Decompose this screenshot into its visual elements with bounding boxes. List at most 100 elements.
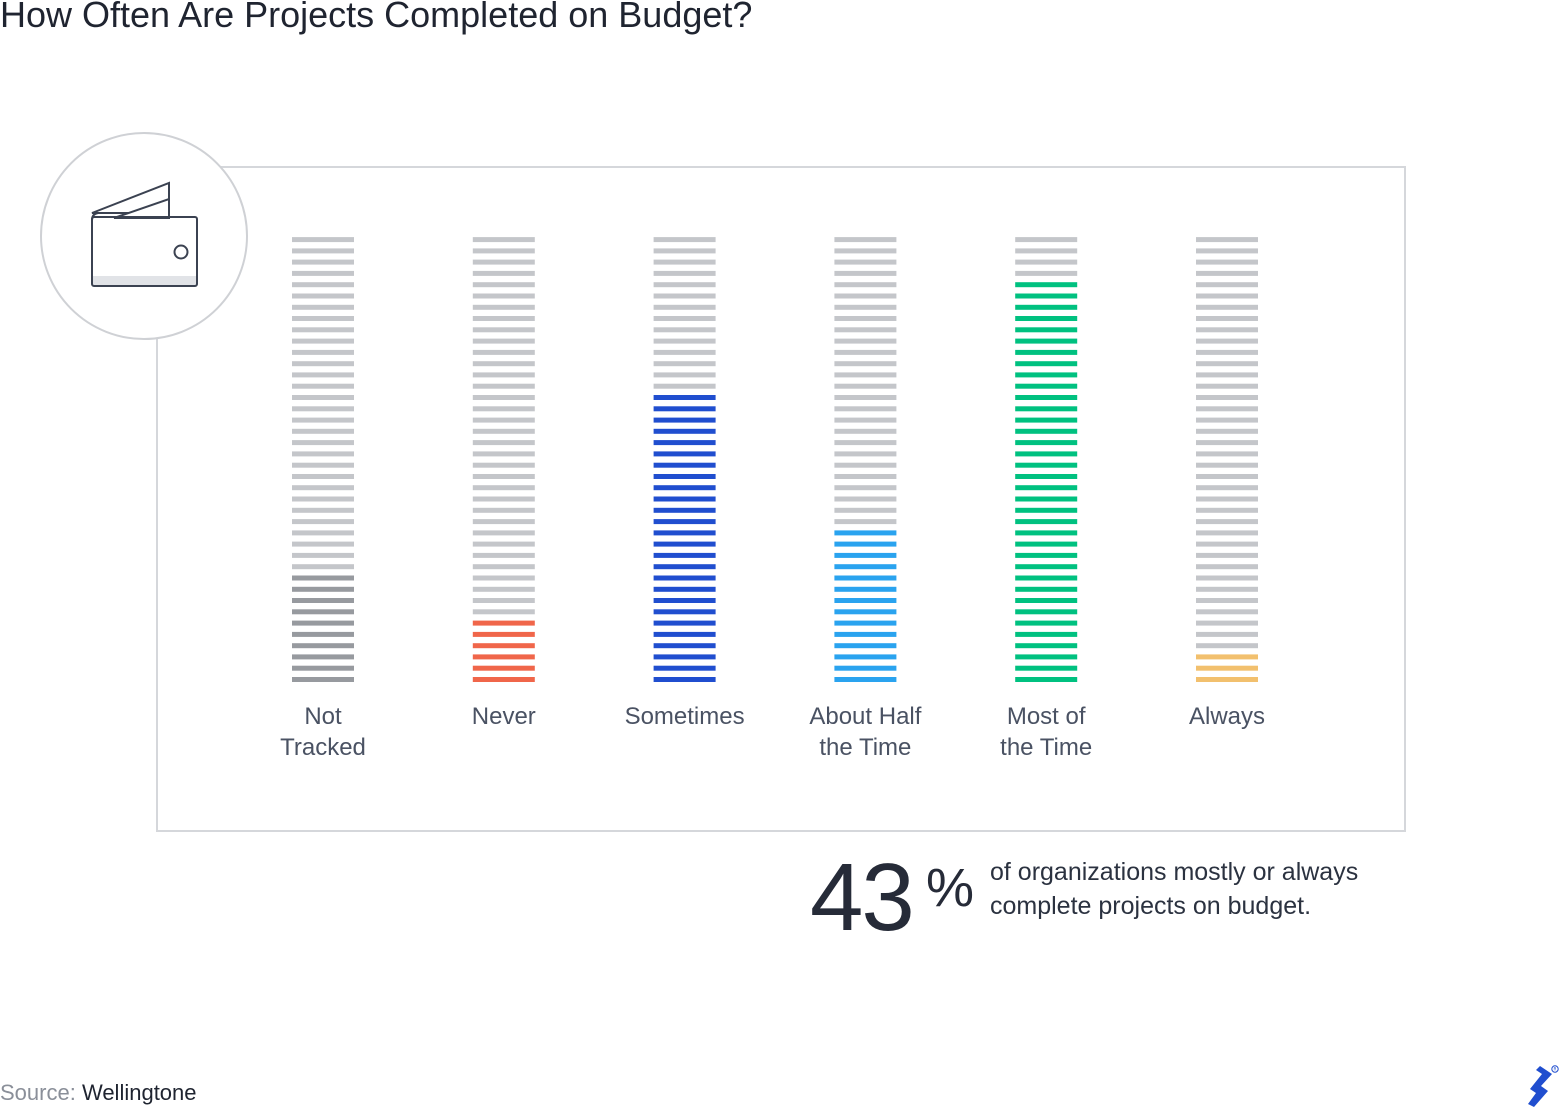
- bar-segment-empty: [834, 417, 897, 423]
- bar-segment-empty: [292, 474, 354, 479]
- bar-segment-empty: [834, 406, 897, 412]
- chart-title: How Often Are Projects Completed on Budg…: [0, 0, 753, 35]
- bar-segment-empty: [1196, 361, 1258, 367]
- stat-description: of organizations mostly or always comple…: [990, 855, 1420, 923]
- bar-segment-empty: [292, 564, 354, 570]
- category-label-line: Never: [471, 703, 536, 730]
- bar-segment-empty: [653, 270, 716, 276]
- bar-segment-empty: [653, 259, 716, 265]
- bar-segment-filled: [834, 654, 897, 660]
- bar-segment-empty: [472, 406, 535, 412]
- bar-segment-empty: [653, 383, 716, 389]
- bar-segment-empty: [1196, 316, 1258, 321]
- bar-segment-filled: [1015, 665, 1078, 671]
- bar-segment-filled: [653, 428, 716, 434]
- bar-segment-empty: [292, 338, 354, 344]
- bar-segment-filled: [653, 541, 716, 547]
- bar-segment-empty: [472, 349, 535, 355]
- bar-segment-empty: [1196, 428, 1258, 434]
- bar-segment-empty: [1196, 643, 1258, 649]
- bar-segment-empty: [472, 316, 535, 321]
- bar-segment-filled: [1015, 372, 1078, 378]
- category-label-line: Tracked: [280, 734, 366, 761]
- bar-segment-filled: [1015, 519, 1078, 525]
- bar-segment-filled: [1015, 361, 1078, 367]
- bar-segment-empty: [834, 474, 897, 479]
- bar-segment-filled: [653, 462, 716, 468]
- bar-segment-empty: [834, 361, 897, 367]
- bar-segment-filled: [1015, 552, 1078, 558]
- bar-segment-filled: [834, 643, 897, 649]
- bar-segment-empty: [1196, 575, 1258, 581]
- bar-segment-empty: [653, 304, 716, 310]
- bar-segment-empty: [834, 372, 897, 378]
- bar-segment-filled: [1015, 406, 1078, 412]
- bar-segment-filled: [292, 609, 354, 615]
- bar-segment-filled: [1015, 462, 1078, 468]
- bar-segment-empty: [1196, 530, 1258, 536]
- bar-4: [1015, 237, 1078, 682]
- bar-segment-empty: [834, 327, 897, 333]
- bar-segment-empty: [834, 395, 897, 400]
- bar-segment-empty: [1196, 282, 1258, 288]
- bar-segment-filled: [292, 654, 354, 660]
- bar-segment-filled: [1196, 654, 1258, 660]
- bar-segment-filled: [834, 631, 897, 637]
- bar-segment-empty: [292, 406, 354, 412]
- bar-segment-empty: [1196, 496, 1258, 502]
- bar-segment-filled: [1015, 293, 1078, 299]
- bar-segment-empty: [472, 598, 535, 603]
- bar-segment-filled: [834, 677, 897, 682]
- bar-segment-filled: [1015, 507, 1078, 513]
- bar-0: [292, 237, 354, 682]
- category-label-0: Not Tracked: [223, 701, 423, 763]
- source-prefix: Source:: [0, 1080, 76, 1105]
- bar-segment-empty: [472, 372, 535, 378]
- bar-segment-empty: [653, 293, 716, 299]
- bar-segment-empty: [472, 327, 535, 333]
- bar-segment-filled: [834, 541, 897, 547]
- bar-segment-empty: [472, 383, 535, 389]
- bar-segment-filled: [1015, 643, 1078, 649]
- bar-segment-filled: [653, 440, 716, 446]
- bar-segment-filled: [472, 677, 535, 682]
- bar-segment-filled: [1015, 598, 1078, 603]
- bar-segment-filled: [653, 507, 716, 513]
- bar-segment-filled: [1015, 383, 1078, 389]
- bar-segment-empty: [292, 372, 354, 378]
- source-credit: Source: Wellingtone: [0, 1080, 197, 1106]
- category-label-line: the Time: [1000, 734, 1093, 761]
- bar-segment-filled: [653, 406, 716, 412]
- bar-segment-empty: [292, 383, 354, 389]
- bar-segment-empty: [472, 304, 535, 310]
- bar-segment-empty: [292, 519, 354, 525]
- wallet-icon: [91, 181, 198, 287]
- bar-segment-empty: [472, 552, 535, 558]
- bar-segment-filled: [1015, 327, 1078, 333]
- bar-segment-filled: [472, 643, 535, 649]
- category-label-line: Always: [1188, 703, 1266, 730]
- bar-segment-empty: [292, 440, 354, 446]
- bar-segment-filled: [1015, 586, 1078, 592]
- bar-segment-filled: [1015, 282, 1078, 288]
- category-label-line: Not: [304, 703, 342, 730]
- bar-segment-empty: [1196, 598, 1258, 603]
- bar-segment-empty: [834, 293, 897, 299]
- bar-segment-filled: [1015, 440, 1078, 446]
- bar-segment-empty: [653, 361, 716, 367]
- bar-segment-empty: [834, 428, 897, 434]
- bar-segment-empty: [834, 270, 897, 276]
- bar-segment-empty: [1196, 462, 1258, 468]
- category-label-line: Sometimes: [624, 703, 745, 730]
- category-label-1: Never: [404, 701, 604, 732]
- bar-segment-empty: [834, 338, 897, 344]
- bar-segment-empty: [1196, 237, 1258, 243]
- bar-segment-empty: [1196, 474, 1258, 479]
- bar-segment-filled: [653, 620, 716, 626]
- bar-segment-empty: [834, 316, 897, 321]
- bar-segment-empty: [834, 496, 897, 502]
- bar-segment-empty: [834, 462, 897, 468]
- bar-segment-empty: [1196, 327, 1258, 333]
- bar-segment-empty: [472, 530, 535, 536]
- bar-segment-empty: [1196, 248, 1258, 254]
